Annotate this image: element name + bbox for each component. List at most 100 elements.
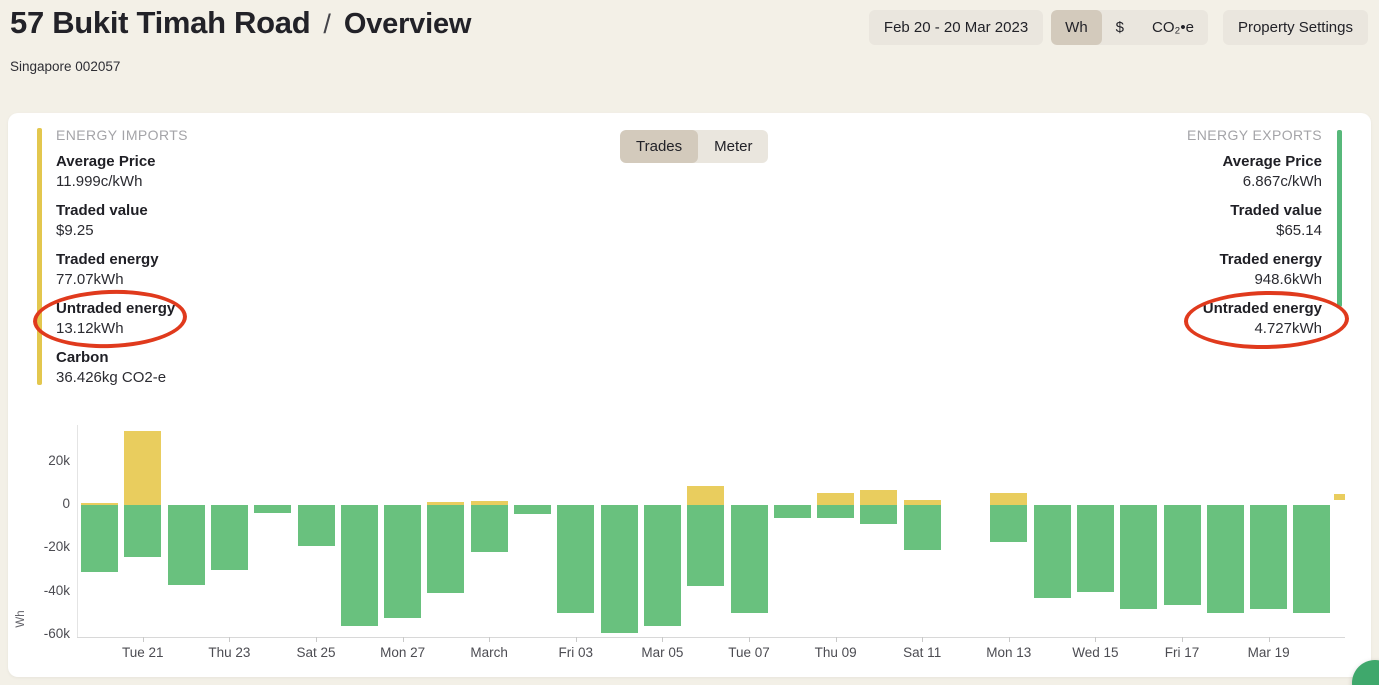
stat-value: 4.727kWh xyxy=(1254,320,1322,337)
property-settings-button[interactable]: Property Settings xyxy=(1222,10,1368,45)
import-bar-day-8[interactable] xyxy=(427,502,465,505)
exports-stats-list: Average Price 6.867c/kWh Traded value $65.1… xyxy=(1187,152,1322,339)
x-tick-label: Mar 05 xyxy=(641,645,684,660)
stat-untraded-energy: Untraded energy 13.12kWh xyxy=(56,299,188,339)
import-bar-day-21[interactable] xyxy=(990,492,1028,505)
export-bar-day-3[interactable] xyxy=(210,505,248,570)
x-tick-mark xyxy=(1268,637,1270,642)
x-tick-label: Wed 15 xyxy=(1072,645,1119,660)
stat-label: Carbon xyxy=(56,349,109,366)
stat-average-price: Average Price 6.867c/kWh xyxy=(1187,152,1322,192)
stat-label: Untraded energy xyxy=(56,300,176,317)
import-bar-day-9[interactable] xyxy=(470,501,508,505)
x-tick-mark xyxy=(402,637,404,642)
export-bar-day-28[interactable] xyxy=(1293,505,1331,614)
x-tick-label: Mon 27 xyxy=(380,645,426,660)
export-bar-day-5[interactable] xyxy=(297,505,335,547)
export-bar-day-22[interactable] xyxy=(1033,505,1071,599)
energy-trades-chart: Wh 20k 0 -20k -40k -60k Tue 21 Thu 23 Sat 25 Mon… xyxy=(8,413,1371,673)
page-section-overview: Overview xyxy=(343,8,472,40)
export-bar-day-25[interactable] xyxy=(1163,505,1201,605)
x-tick-mark xyxy=(922,637,924,642)
export-bar-day-14[interactable] xyxy=(687,505,725,587)
y-tick-label: -20k xyxy=(43,539,70,555)
export-bar-day-4[interactable] xyxy=(254,505,292,513)
x-tick-label: Mar 19 xyxy=(1247,645,1290,660)
x-tick-mark xyxy=(749,637,750,642)
export-bar-day-11[interactable] xyxy=(557,505,595,614)
y-axis-line xyxy=(77,425,78,637)
y-tick-label: 0 xyxy=(62,496,70,511)
stat-value: $9.25 xyxy=(56,222,94,239)
stat-traded-energy: Traded energy 948.6kWh xyxy=(1187,250,1322,290)
unit-segment-$[interactable]: $ xyxy=(1102,10,1138,45)
export-bar-day-15[interactable] xyxy=(730,505,768,614)
import-bar-day-0[interactable] xyxy=(81,502,118,505)
export-bar-day-24[interactable] xyxy=(1120,505,1158,609)
breadcrumb-separator: / xyxy=(323,9,331,39)
import-bar-day-17[interactable] xyxy=(817,492,855,505)
export-bar-day-23[interactable] xyxy=(1076,505,1114,592)
exports-accent-bar xyxy=(1337,130,1342,307)
stat-value: 36.426kg CO2-e xyxy=(56,369,167,386)
import-bar-day-14[interactable] xyxy=(687,485,725,505)
x-tick-label: Tue 21 xyxy=(122,645,164,660)
x-tick-mark xyxy=(1182,637,1183,642)
export-bar-day-2[interactable] xyxy=(167,505,205,586)
x-tick-mark xyxy=(142,637,144,642)
x-tick-label: Fri 17 xyxy=(1164,645,1200,660)
stat-label: Traded value xyxy=(56,202,148,219)
stat-value: 11.999c/kWh xyxy=(56,173,143,190)
export-bar-day-18[interactable] xyxy=(860,505,898,525)
export-bar-day-19[interactable] xyxy=(903,505,941,551)
stat-label: Traded energy xyxy=(1219,251,1322,268)
view-segment-meter[interactable]: Meter xyxy=(698,130,768,163)
y-tick-label: -60k xyxy=(43,625,70,641)
energy-imports-panel: ENERGY IMPORTS Average Price 11.999c/kWh T… xyxy=(56,127,188,397)
export-bar-day-1[interactable] xyxy=(124,505,162,557)
x-tick-mark xyxy=(575,637,577,642)
unit-segment-wh[interactable]: Wh xyxy=(1051,10,1102,45)
x-tick-label: Sat 25 xyxy=(296,645,336,660)
export-bar-day-12[interactable] xyxy=(600,505,638,633)
clipped-import-bar xyxy=(1334,493,1345,500)
import-bar-day-1[interactable] xyxy=(124,431,162,505)
export-bar-day-26[interactable] xyxy=(1206,505,1244,614)
export-bar-day-27[interactable] xyxy=(1250,505,1288,609)
header-controls: Feb 20 - 20 Mar 2023 Wh $ CO₂•e Property S… xyxy=(868,10,1368,45)
date-range-button[interactable]: Feb 20 - 20 Mar 2023 xyxy=(868,10,1044,45)
import-bar-day-18[interactable] xyxy=(860,490,898,505)
x-tick-label: Tue 07 xyxy=(728,645,770,660)
export-bar-day-6[interactable] xyxy=(340,505,378,627)
stat-untraded-energy: Untraded energy 4.727kWh xyxy=(1187,299,1322,339)
y-tick-label: 20k xyxy=(48,452,70,468)
export-bar-day-9[interactable] xyxy=(470,505,508,552)
stat-label: Average Price xyxy=(56,153,156,170)
y-tick-label: -40k xyxy=(43,582,70,598)
x-tick-label: Thu 23 xyxy=(208,645,251,660)
view-segment-trades[interactable]: Trades xyxy=(620,130,699,163)
energy-imports-heading: ENERGY IMPORTS xyxy=(56,127,188,143)
import-bar-day-19[interactable] xyxy=(903,500,941,505)
stat-value: $65.14 xyxy=(1276,222,1322,239)
stat-value: 948.6kWh xyxy=(1254,271,1322,288)
export-bar-day-21[interactable] xyxy=(990,505,1028,542)
export-bar-day-13[interactable] xyxy=(643,505,681,627)
x-tick-mark xyxy=(489,637,491,642)
unit-segment-coe[interactable]: CO₂•e xyxy=(1138,10,1208,45)
export-bar-day-10[interactable] xyxy=(514,505,551,515)
export-bar-day-8[interactable] xyxy=(427,505,465,593)
stat-average-price: Average Price 11.999c/kWh xyxy=(56,152,188,192)
stat-label: Traded energy xyxy=(56,251,159,268)
trades-meter-toggle-group: Trades Meter xyxy=(620,130,769,163)
stat-traded-value: Traded value $65.14 xyxy=(1187,201,1322,241)
stat-carbon: Carbon 36.426kg CO2-e xyxy=(56,348,188,388)
export-bar-day-17[interactable] xyxy=(817,505,855,519)
x-tick-mark xyxy=(1008,637,1010,642)
stat-value: 6.867c/kWh xyxy=(1242,173,1322,190)
stat-value: 77.07kWh xyxy=(56,271,124,288)
x-tick-mark xyxy=(316,637,317,642)
export-bar-day-16[interactable] xyxy=(773,505,811,518)
export-bar-day-7[interactable] xyxy=(384,505,422,618)
export-bar-day-0[interactable] xyxy=(81,505,118,573)
